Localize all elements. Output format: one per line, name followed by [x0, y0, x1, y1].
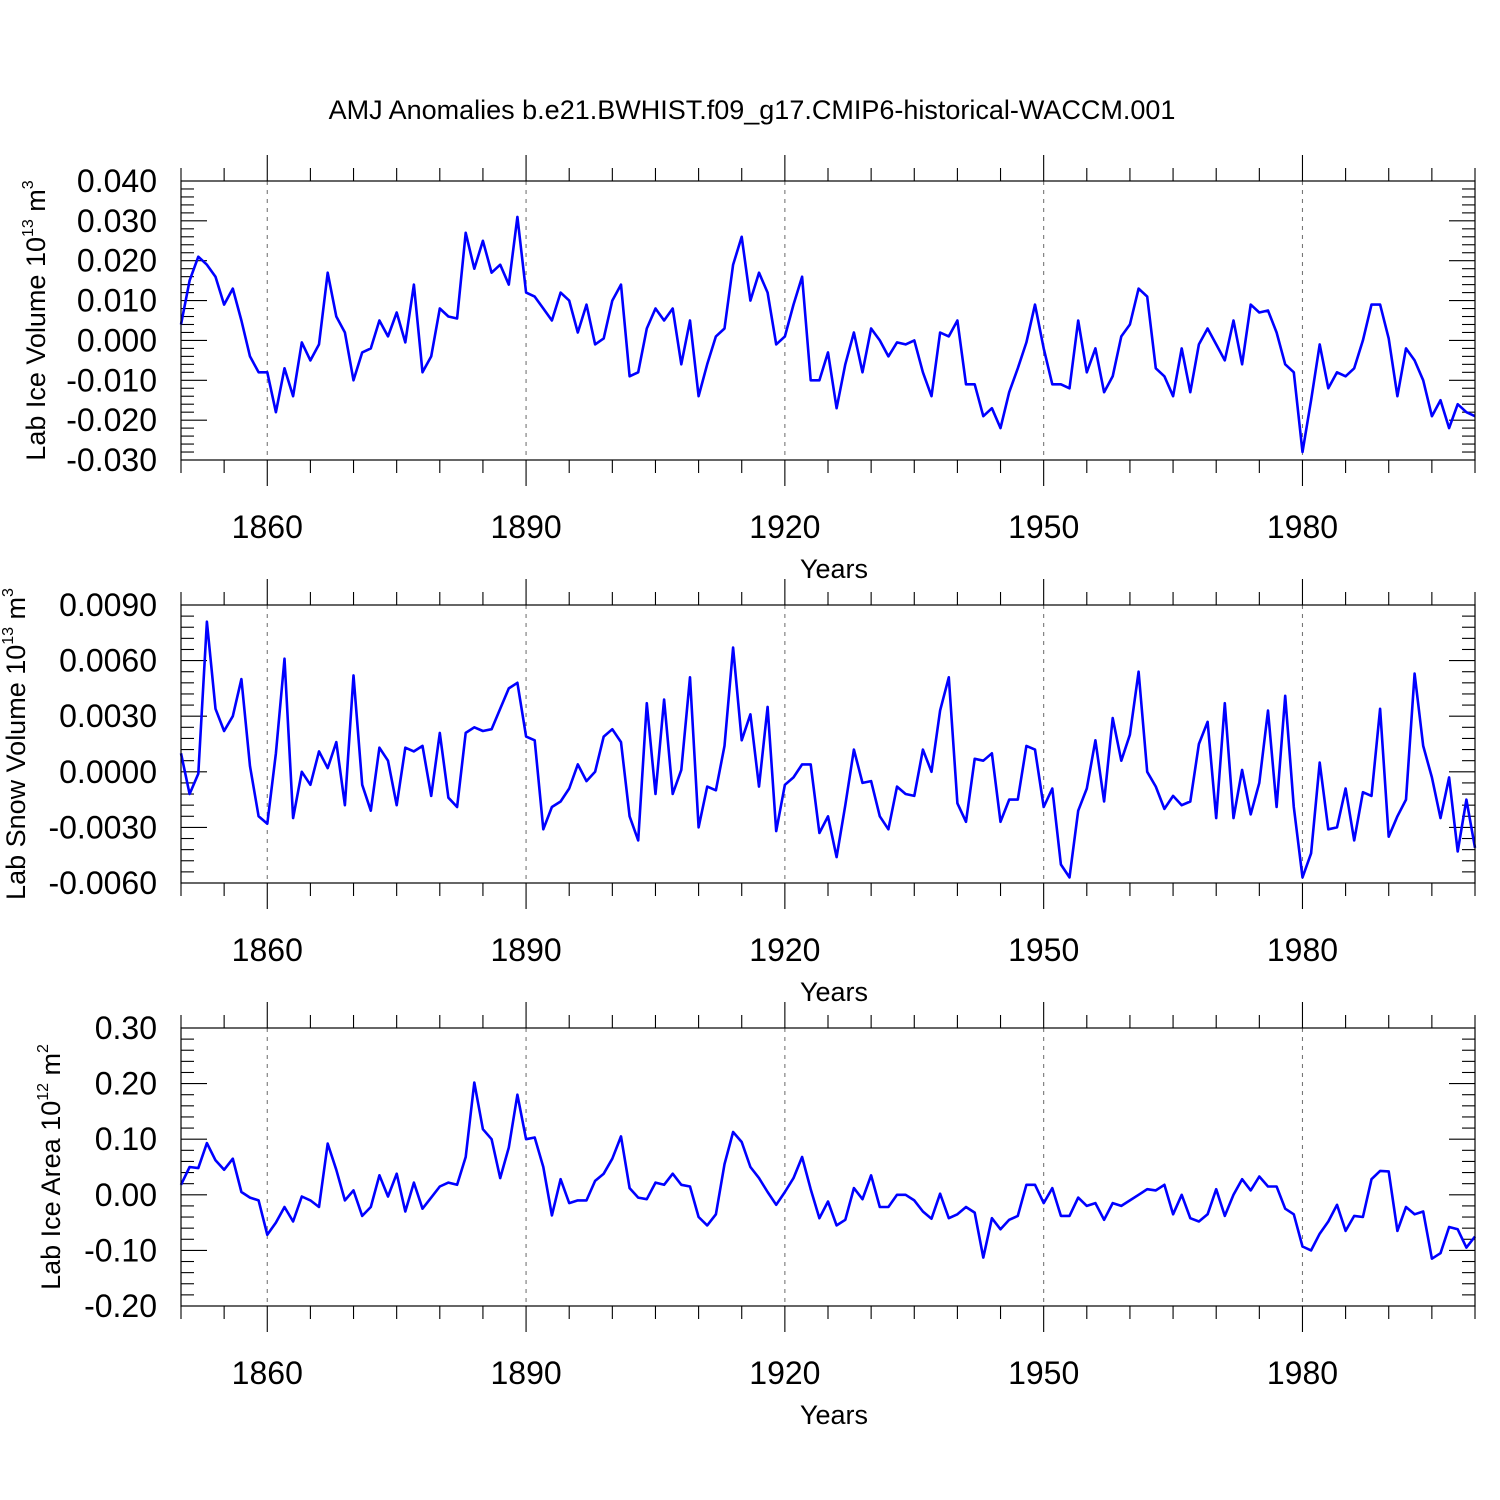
x-tick-label: 1890	[490, 1355, 561, 1391]
y-axis-label-superscript: 13	[0, 627, 17, 645]
x-tick-label: 1860	[232, 1355, 303, 1391]
y-tick-label: -0.020	[66, 402, 157, 438]
y-axis-label-text: Lab Snow Volume 10	[1, 645, 31, 900]
x-tick-label: 1980	[1267, 932, 1338, 968]
y-axis-label-superscript: 12	[35, 1083, 52, 1101]
y-tick-label: 0.00	[95, 1177, 157, 1213]
y-tick-label: 0.0090	[59, 587, 157, 623]
x-tick-label: 1920	[749, 932, 820, 968]
y-tick-label: 0.030	[77, 203, 157, 239]
y-tick-label: 0.10	[95, 1121, 157, 1157]
y-axis-label-text: m	[21, 189, 51, 219]
y-tick-label: 0.010	[77, 283, 157, 319]
y-tick-label: 0.0060	[59, 643, 157, 679]
x-tick-label: 1980	[1267, 1355, 1338, 1391]
y-tick-label: -0.010	[66, 362, 157, 398]
plot-frame	[180, 180, 1476, 461]
x-tick-label: 1950	[1008, 932, 1079, 968]
y-tick-label: -0.10	[84, 1232, 157, 1268]
y-axis-label-text: Lab Ice Volume 10	[21, 237, 51, 461]
x-tick-label: 1980	[1267, 509, 1338, 545]
y-tick-label: 0.0030	[59, 698, 157, 734]
plot-frame	[180, 604, 1476, 884]
panel-3: 0.30 0.20 0.10 0.00 -0.10 -0.20 1860 1890 1920 19…	[35, 1002, 1477, 1430]
y-axis-label-superscript: 3	[0, 588, 17, 597]
series-line	[179, 1081, 1477, 1260]
panel-2: 0.0090 0.0060 0.0030 0.0000 -0.0030 -0.0060 18…	[0, 579, 1477, 1007]
y-tick-label: -0.0030	[48, 809, 157, 845]
x-axis-label: Years	[800, 977, 868, 1007]
series-line	[179, 620, 1477, 879]
y-axis-label-superscript: 2	[35, 1044, 52, 1053]
y-tick-label: -0.20	[84, 1288, 157, 1324]
x-tick-label: 1890	[490, 932, 561, 968]
x-axis-label: Years	[800, 1400, 868, 1430]
chart-title: AMJ Anomalies b.e21.BWHIST.f09_g17.CMIP6…	[329, 95, 1176, 125]
y-tick-label: 0.0000	[59, 754, 157, 790]
series-line	[179, 215, 1476, 454]
x-tick-label: 1890	[490, 509, 561, 545]
x-tick-label: 1950	[1008, 1355, 1079, 1391]
x-tick-label: 1860	[232, 932, 303, 968]
y-axis-label: Lab Ice Area 1012 m2	[35, 1044, 66, 1290]
y-tick-label: 0.040	[77, 163, 157, 199]
y-axis-label: Lab Snow Volume 1013 m3	[0, 588, 31, 900]
y-tick-label: -0.030	[66, 442, 157, 478]
y-tick-label: 0.020	[77, 243, 157, 279]
y-tick-label: 0.000	[77, 322, 157, 358]
x-tick-label: 1920	[749, 1355, 820, 1391]
plot-frame	[180, 1027, 1476, 1307]
y-axis-label-text: m	[36, 1053, 66, 1083]
x-tick-label: 1920	[749, 509, 820, 545]
y-tick-label: -0.0060	[48, 865, 157, 901]
x-tick-label: 1860	[232, 509, 303, 545]
y-axis-label: Lab Ice Volume 1013 m3	[20, 180, 51, 460]
y-axis-label-text: m	[1, 597, 31, 627]
x-tick-label: 1950	[1008, 509, 1079, 545]
y-axis-label-superscript: 3	[20, 180, 37, 189]
y-tick-label: 0.20	[95, 1066, 157, 1102]
y-tick-label: 0.30	[95, 1010, 157, 1046]
x-axis-label: Years	[800, 554, 868, 584]
y-axis-label-superscript: 13	[20, 219, 37, 237]
y-axis-label-text: Lab Ice Area 10	[36, 1101, 66, 1290]
